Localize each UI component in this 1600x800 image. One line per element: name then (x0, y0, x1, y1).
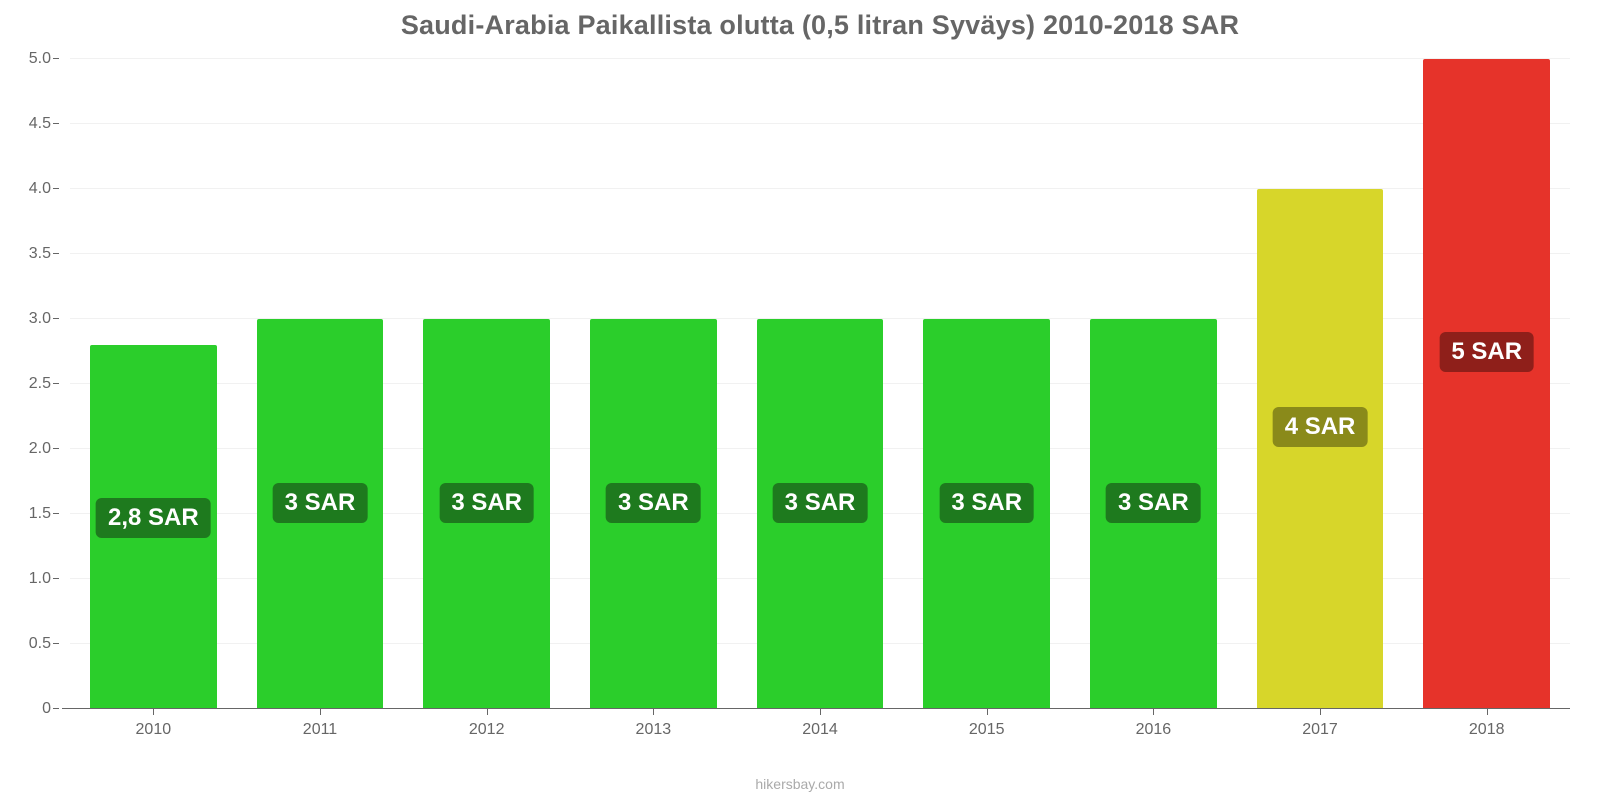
y-tick-mark (53, 123, 59, 124)
bar: 3 SAR (757, 319, 884, 709)
y-tick-label: 2.0 (29, 440, 51, 458)
x-tick-label: 2017 (1237, 721, 1404, 739)
chart-title: Saudi-Arabia Paikallista olutta (0,5 lit… (70, 10, 1570, 41)
x-tick-mark (487, 709, 488, 715)
bar-value-label: 3 SAR (439, 483, 534, 523)
x-tick-mark (653, 709, 654, 715)
x-axis-labels: 201020112012201320142015201620172018 (70, 721, 1570, 739)
bar-value-label: 3 SAR (606, 483, 701, 523)
bar: 4 SAR (1257, 189, 1384, 709)
bar: 3 SAR (423, 319, 550, 709)
bar-slot: 3 SAR (1070, 59, 1237, 709)
bar-value-label: 5 SAR (1439, 332, 1534, 372)
x-tick-label: 2014 (737, 721, 904, 739)
y-tick-label: 1.5 (29, 505, 51, 523)
x-tick-mark (1320, 709, 1321, 715)
y-tick-label: 2.5 (29, 375, 51, 393)
bar: 5 SAR (1423, 59, 1550, 709)
y-tick-label: 3.0 (29, 310, 51, 328)
bar-value-label: 3 SAR (1106, 483, 1201, 523)
y-tick-mark (53, 578, 59, 579)
bar-slot: 2,8 SAR (70, 59, 237, 709)
bar: 3 SAR (923, 319, 1050, 709)
y-tick-label: 4.0 (29, 180, 51, 198)
bar-value-label: 3 SAR (939, 483, 1034, 523)
x-tick-mark (1487, 709, 1488, 715)
bar: 3 SAR (1090, 319, 1217, 709)
y-tick-mark (53, 513, 59, 514)
bars-group: 2,8 SAR 3 SAR 3 SAR 3 SAR 3 SAR 3 SAR 3 SAR 4 S… (70, 59, 1570, 709)
bar-slot: 3 SAR (903, 59, 1070, 709)
bar-slot: 5 SAR (1403, 59, 1570, 709)
bar-slot: 3 SAR (237, 59, 404, 709)
y-tick-mark (53, 318, 59, 319)
x-tick-label: 2018 (1403, 721, 1570, 739)
bar-slot: 3 SAR (403, 59, 570, 709)
y-tick-mark (53, 253, 59, 254)
bar-value-label: 3 SAR (773, 483, 868, 523)
y-tick-label: 3.5 (29, 245, 51, 263)
x-tick-label: 2012 (403, 721, 570, 739)
bar-slot: 4 SAR (1237, 59, 1404, 709)
x-tick-mark (320, 709, 321, 715)
bar-value-label: 4 SAR (1273, 407, 1368, 447)
bar-slot: 3 SAR (737, 59, 904, 709)
bar-slot: 3 SAR (570, 59, 737, 709)
x-tick-mark (987, 709, 988, 715)
bar-value-label: 2,8 SAR (96, 498, 211, 538)
bar: 2,8 SAR (90, 345, 217, 709)
plot-area: 00.51.01.52.02.53.03.54.04.55.0 2,8 SAR3… (70, 59, 1570, 709)
x-tick-label: 2010 (70, 721, 237, 739)
y-tick-label: 0.5 (29, 635, 51, 653)
x-tick-mark (1153, 709, 1154, 715)
y-tick-mark (53, 708, 59, 709)
y-tick-mark (53, 188, 59, 189)
y-tick-label: 4.5 (29, 115, 51, 133)
x-tick-label: 2013 (570, 721, 737, 739)
attribution-text: hikersbay.com (0, 776, 1600, 792)
y-tick-mark (53, 58, 59, 59)
y-tick-mark (53, 448, 59, 449)
bar: 3 SAR (257, 319, 384, 709)
y-tick-label: 1.0 (29, 570, 51, 588)
chart-container: Saudi-Arabia Paikallista olutta (0,5 lit… (0, 0, 1600, 800)
y-tick-mark (53, 383, 59, 384)
x-tick-mark (153, 709, 154, 715)
x-tick-label: 2011 (237, 721, 404, 739)
y-axis: 00.51.01.52.02.53.03.54.04.55.0 (62, 59, 63, 709)
x-tick-mark (820, 709, 821, 715)
y-tick-mark (53, 643, 59, 644)
x-tick-label: 2015 (903, 721, 1070, 739)
y-tick-label: 5.0 (29, 50, 51, 68)
bar: 3 SAR (590, 319, 717, 709)
y-tick-label: 0 (42, 700, 51, 718)
x-axis-baseline (62, 708, 1570, 709)
x-tick-label: 2016 (1070, 721, 1237, 739)
bar-value-label: 3 SAR (273, 483, 368, 523)
